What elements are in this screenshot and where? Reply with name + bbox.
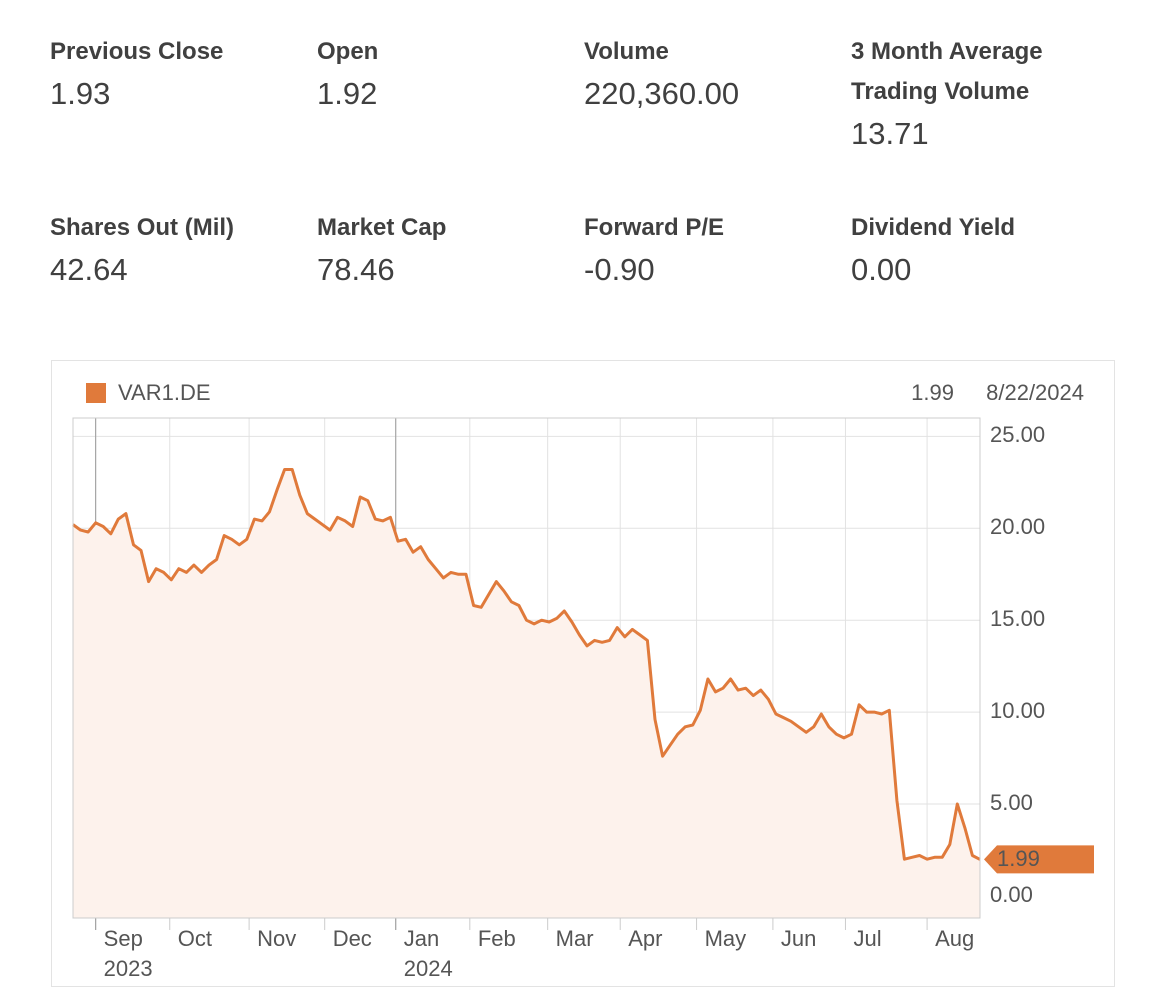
y-tick-label: 20.00 (990, 514, 1045, 539)
x-tick-label: Aug (935, 926, 974, 951)
stat-value: 42.64 (50, 252, 128, 287)
x-tick-label: May (705, 926, 747, 951)
x-tick-label: Jan (404, 926, 439, 951)
x-tick-label: Oct (178, 926, 212, 951)
x-tick-label: Dec (333, 926, 372, 951)
x-tick-label: Jun (781, 926, 816, 951)
stat-label: Previous Close (50, 38, 224, 65)
plot-frame (72, 417, 981, 919)
x-tick-label: Mar (556, 926, 594, 951)
price-tag (984, 845, 1094, 874)
stat-value: -0.90 (584, 252, 655, 287)
x-tick-label: Sep (104, 926, 143, 951)
stat: Market Cap 78.46 (317, 208, 567, 292)
stat-label: Shares Out (Mil) (50, 214, 235, 241)
stat-value: 1.93 (50, 76, 111, 111)
stat-value: 1.92 (317, 76, 378, 111)
price-tag-label: 1.99 (997, 846, 1040, 871)
x-tick-label: Nov (257, 926, 296, 951)
stat-label: Volume (584, 38, 669, 65)
y-tick-label: 0.00 (990, 882, 1033, 907)
stat-value: 78.46 (317, 252, 395, 287)
year-label: 2023 (104, 956, 153, 981)
stat: 3 Month Average Trading Volume 13.71 (851, 32, 1081, 156)
y-tick-label: 10.00 (990, 698, 1045, 723)
stat-label: 3 Month Average Trading Volume (851, 38, 1043, 105)
stat: Previous Close 1.93 (50, 32, 300, 116)
stat: Open 1.92 (317, 32, 567, 116)
stat-value: 13.71 (851, 116, 929, 151)
y-tick-label: 25.00 (990, 422, 1045, 447)
stat-label: Market Cap (317, 214, 447, 241)
chart-container (51, 360, 1115, 987)
last-value: 1.99 (911, 380, 954, 405)
x-tick-label: Jul (853, 926, 881, 951)
stat-value: 0.00 (851, 252, 912, 287)
stat-label: Forward P/E (584, 214, 725, 241)
year-label: 2024 (404, 956, 453, 981)
y-tick-label: 5.00 (990, 790, 1033, 815)
x-tick-label: Apr (628, 926, 662, 951)
y-tick-label: 15.00 (990, 606, 1045, 631)
legend-swatch (86, 383, 106, 403)
stat: Volume 220,360.00 (584, 32, 834, 116)
stat-value: 220,360.00 (584, 76, 740, 111)
legend-label: VAR1.DE (118, 380, 211, 405)
x-tick-label: Feb (478, 926, 516, 951)
stat: Forward P/E -0.90 (584, 208, 834, 292)
stat-label: Dividend Yield (851, 214, 1016, 241)
last-date: 8/22/2024 (986, 380, 1084, 405)
area-fill (73, 469, 980, 918)
stat-label: Open (317, 38, 379, 65)
price-line (72, 468, 981, 861)
stat: Dividend Yield 0.00 (851, 208, 1101, 292)
stat: Shares Out (Mil) 42.64 (50, 208, 300, 292)
